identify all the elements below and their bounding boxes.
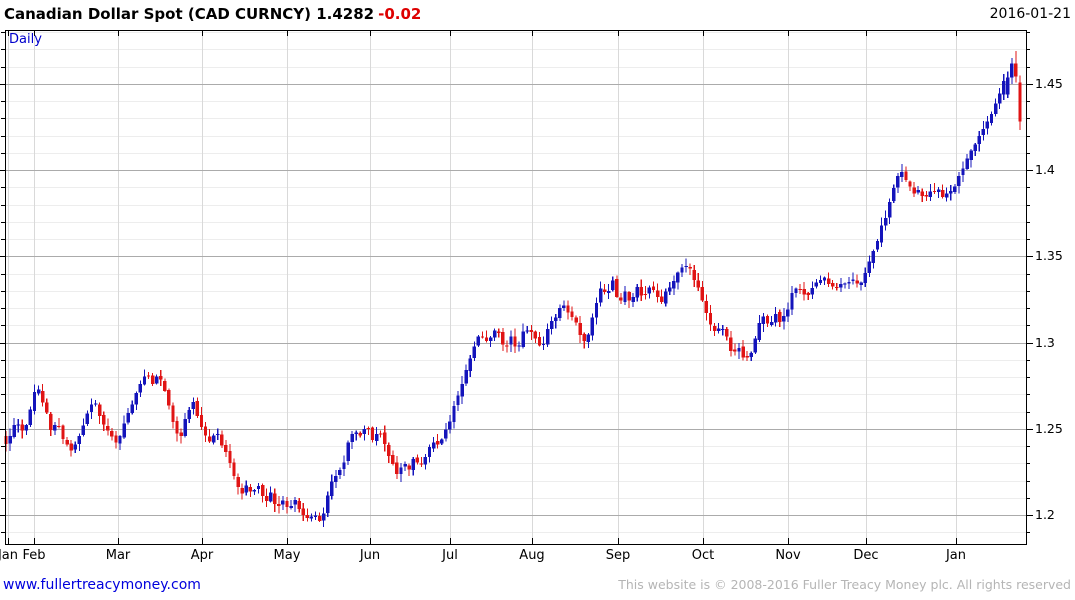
- x-axis-label: Sep: [605, 548, 631, 563]
- y-axis-label: 1.4: [1035, 161, 1055, 177]
- timeframe-label: Daily: [9, 32, 42, 47]
- x-axis-label: Dec: [853, 548, 879, 563]
- x-axis-label: Nov: [775, 548, 801, 563]
- y-axis-label: 1.3: [1035, 334, 1055, 350]
- x-axis-label: Jul: [442, 548, 458, 563]
- x-axis-label: Jun: [359, 548, 381, 563]
- copyright-text: This website is © 2008-2016 Fuller Treac…: [618, 577, 1071, 592]
- website-link[interactable]: www.fullertreacymoney.com: [3, 577, 201, 593]
- x-axis-label: May: [273, 548, 301, 563]
- x-axis-label: Jan: [945, 548, 967, 563]
- x-axis-label: Mar: [105, 548, 131, 563]
- y-axis-label: 1.25: [1035, 420, 1063, 436]
- y-axis-label: 1.35: [1035, 248, 1063, 264]
- x-axis-label: Aug: [519, 548, 545, 563]
- chart-date: 2016-01-21: [989, 6, 1071, 22]
- y-axis-label: 1.45: [1035, 75, 1063, 91]
- x-axis-label: Feb: [22, 548, 46, 563]
- x-axis-label: Oct: [691, 548, 715, 563]
- chart-title: Canadian Dollar Spot (CAD CURNCY) 1.4282…: [4, 5, 421, 23]
- price-change: -0.02: [378, 5, 422, 23]
- y-axis-label: 1.2: [1035, 506, 1055, 522]
- x-axis-label: Apr: [190, 548, 214, 563]
- instrument-and-price: Canadian Dollar Spot (CAD CURNCY) 1.4282: [4, 5, 375, 23]
- x-axis-label: Jan: [0, 548, 19, 563]
